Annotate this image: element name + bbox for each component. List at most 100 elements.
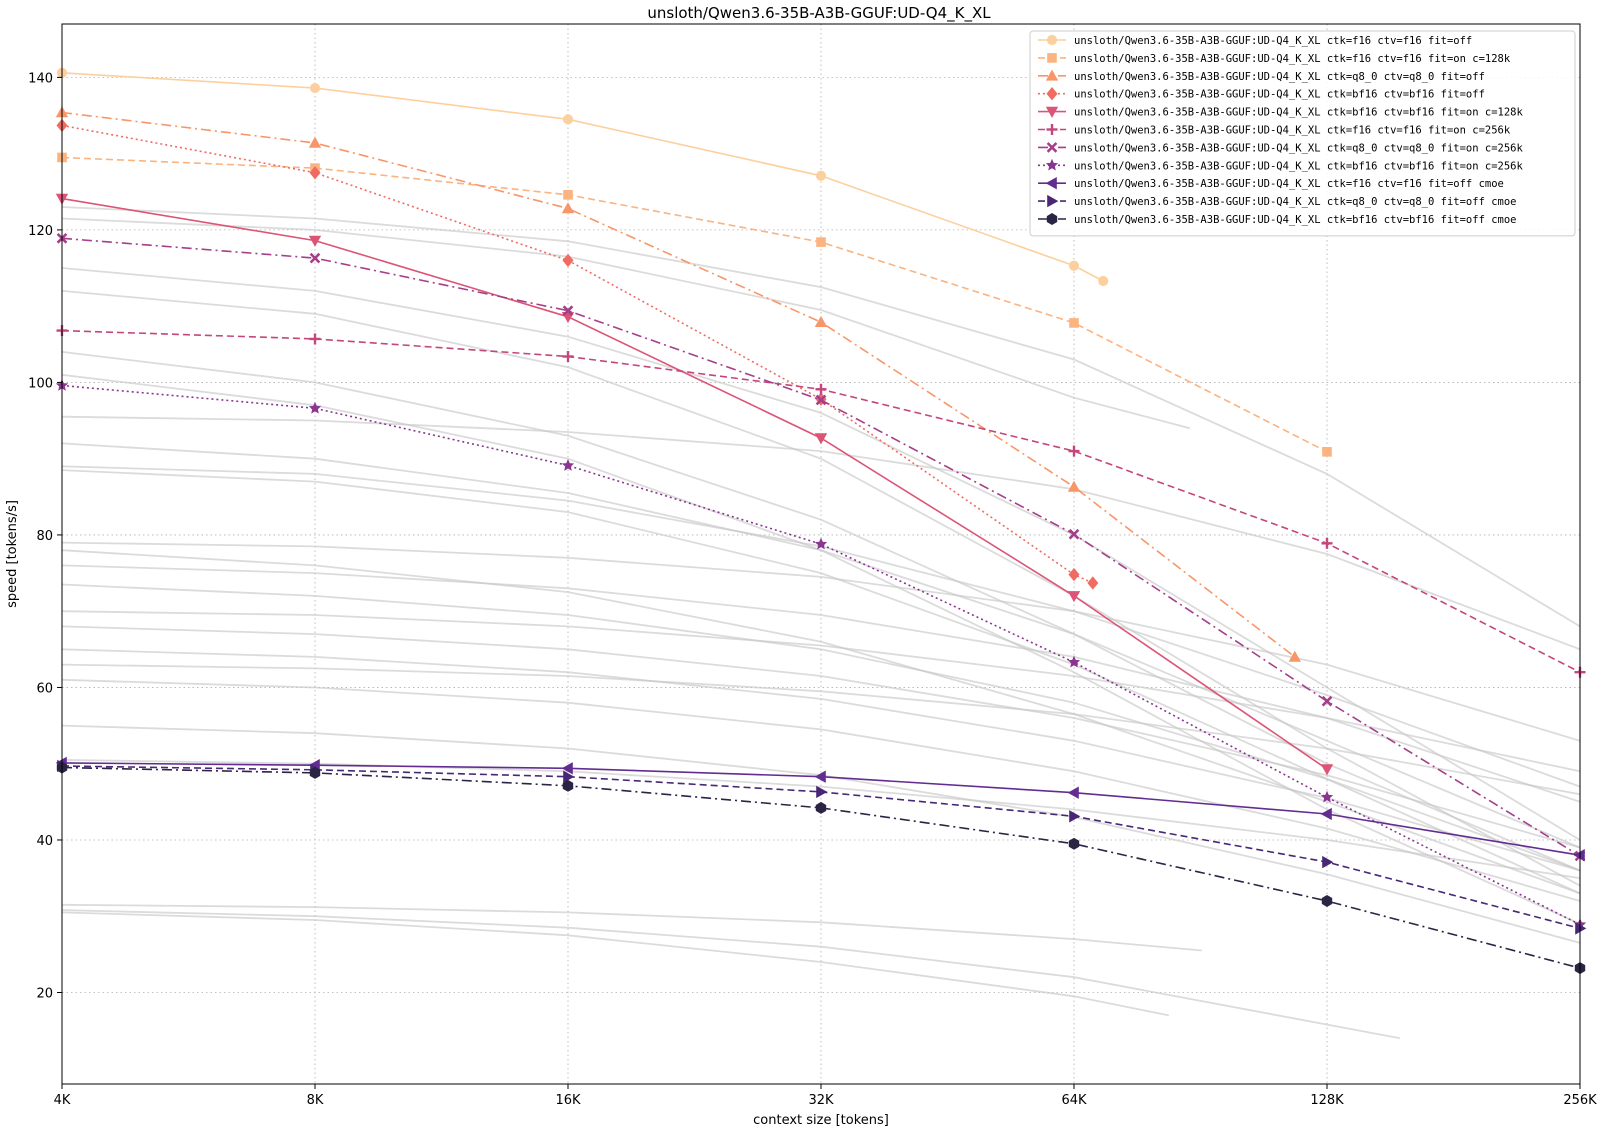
- series-6: [56, 232, 1586, 862]
- series-marker: [1573, 849, 1585, 862]
- series-marker: [1321, 695, 1333, 707]
- series-marker: [1045, 177, 1057, 190]
- series-marker: [1068, 260, 1080, 271]
- series-marker: [1046, 86, 1058, 101]
- series-line: [61, 111, 1296, 658]
- background-series-line: [61, 351, 1581, 872]
- series-marker: [562, 253, 574, 268]
- legend-entry: unsloth/Qwen3.6-35B-A3B-GGUF:UD-Q4_K_XL …: [1038, 86, 1485, 101]
- series-marker: [815, 170, 827, 181]
- series-0: [56, 67, 1109, 287]
- y-axis: 20 40 60 80 100 120 140: [28, 71, 62, 1001]
- x-tick-label: 16K: [555, 1093, 581, 1108]
- legend-label: unsloth/Qwen3.6-35B-A3B-GGUF:UD-Q4_K_XL …: [1074, 89, 1485, 101]
- x-tick-label: 128K: [1310, 1093, 1344, 1108]
- y-tick-label: 60: [36, 681, 53, 696]
- legend-label: unsloth/Qwen3.6-35B-A3B-GGUF:UD-Q4_K_XL …: [1074, 160, 1524, 172]
- legend-label: unsloth/Qwen3.6-35B-A3B-GGUF:UD-Q4_K_XL …: [1074, 107, 1524, 119]
- legend-entry: unsloth/Qwen3.6-35B-A3B-GGUF:UD-Q4_K_XL …: [1038, 177, 1504, 190]
- series-marker: [1068, 445, 1080, 457]
- series-marker: [309, 252, 321, 264]
- series-marker: [1067, 786, 1079, 799]
- background-series-line: [61, 206, 1581, 628]
- series-marker: [815, 801, 827, 814]
- legend-box: [1029, 30, 1576, 237]
- series-marker: [1321, 895, 1333, 907]
- legend-label: unsloth/Qwen3.6-35B-A3B-GGUF:UD-Q4_K_XL …: [1074, 214, 1517, 226]
- series-marker: [308, 136, 322, 148]
- legend-label: unsloth/Qwen3.6-35B-A3B-GGUF:UD-Q4_K_XL …: [1074, 142, 1524, 154]
- series-marker: [1288, 650, 1301, 662]
- x-tick-label: 8K: [307, 1093, 324, 1108]
- y-tick-label: 120: [28, 224, 53, 239]
- legend-entry: unsloth/Qwen3.6-35B-A3B-GGUF:UD-Q4_K_XL …: [1038, 142, 1524, 154]
- y-tick-label: 80: [36, 529, 53, 544]
- series-marker: [1047, 194, 1059, 208]
- y-tick-label: 20: [36, 986, 53, 1001]
- series-marker: [1067, 480, 1081, 492]
- series-marker: [1069, 810, 1081, 823]
- background-series-line: [61, 549, 1581, 895]
- series-marker: [309, 166, 321, 180]
- series-marker: [561, 458, 575, 471]
- series-layer: [55, 67, 1587, 975]
- legend-entry: unsloth/Qwen3.6-35B-A3B-GGUF:UD-Q4_K_XL …: [1038, 124, 1511, 137]
- series-marker: [1046, 124, 1058, 135]
- series-line: [61, 197, 1328, 770]
- series-marker: [816, 237, 826, 247]
- series-marker: [1047, 53, 1057, 63]
- x-tick-label: 4K: [54, 1093, 71, 1108]
- x-tick-label: 32K: [808, 1093, 834, 1108]
- series-marker: [561, 762, 573, 775]
- legend-label: unsloth/Qwen3.6-35B-A3B-GGUF:UD-Q4_K_XL …: [1074, 53, 1511, 65]
- legend-entry: unsloth/Qwen3.6-35B-A3B-GGUF:UD-Q4_K_XL …: [1038, 53, 1511, 65]
- background-series-line: [61, 442, 1581, 849]
- background-series-line: [61, 267, 1581, 841]
- series-marker: [562, 114, 574, 125]
- series-marker: [1098, 275, 1109, 287]
- series-marker: [1575, 922, 1587, 935]
- series-marker: [1046, 142, 1058, 153]
- legend-entry: unsloth/Qwen3.6-35B-A3B-GGUF:UD-Q4_K_XL …: [1038, 213, 1517, 226]
- series-marker: [309, 333, 321, 345]
- background-series-line: [61, 465, 1581, 788]
- series-10: [56, 761, 1586, 975]
- series-marker: [1045, 158, 1059, 171]
- background-series-line: [61, 583, 1581, 872]
- background-series-line: [61, 541, 1581, 742]
- series-marker: [1321, 537, 1333, 549]
- series-marker: [561, 202, 575, 214]
- legend-label: unsloth/Qwen3.6-35B-A3B-GGUF:UD-Q4_K_XL …: [1074, 178, 1504, 190]
- series-line: [61, 156, 1328, 453]
- x-tick-label: 256K: [1563, 1093, 1597, 1108]
- series-marker: [814, 770, 826, 783]
- legend-entry: unsloth/Qwen3.6-35B-A3B-GGUF:UD-Q4_K_XL …: [1038, 194, 1517, 208]
- series-marker: [1045, 106, 1059, 118]
- series-marker: [814, 537, 828, 550]
- background-series-line: [61, 217, 1191, 430]
- series-marker: [1068, 567, 1080, 582]
- legend: unsloth/Qwen3.6-35B-A3B-GGUF:UD-Q4_K_XL …: [1029, 30, 1576, 237]
- legend-label: unsloth/Qwen3.6-35B-A3B-GGUF:UD-Q4_K_XL …: [1074, 196, 1517, 208]
- series-marker: [1046, 213, 1058, 225]
- series-marker: [562, 779, 574, 792]
- legend-label: unsloth/Qwen3.6-35B-A3B-GGUF:UD-Q4_K_XL …: [1074, 35, 1472, 47]
- series-marker: [1068, 528, 1080, 540]
- series-marker: [1320, 790, 1334, 803]
- y-axis-label: speed [tokens/s]: [5, 500, 20, 608]
- series-marker: [309, 82, 321, 94]
- legend-entry: unsloth/Qwen3.6-35B-A3B-GGUF:UD-Q4_K_XL …: [1038, 69, 1485, 83]
- series-marker: [309, 766, 321, 779]
- series-marker: [815, 394, 827, 406]
- background-series-line: [61, 903, 1202, 952]
- series-marker: [563, 190, 573, 200]
- series-marker: [1069, 318, 1079, 328]
- series-marker: [1320, 807, 1332, 821]
- series-marker: [1045, 69, 1059, 81]
- background-series-line: [61, 415, 1581, 651]
- background-series-line: [61, 663, 1581, 796]
- chart-title: unsloth/Qwen3.6-35B-A3B-GGUF:UD-Q4_K_XL: [647, 4, 991, 23]
- x-tick-label: 64K: [1061, 1093, 1087, 1108]
- series-marker: [814, 433, 828, 445]
